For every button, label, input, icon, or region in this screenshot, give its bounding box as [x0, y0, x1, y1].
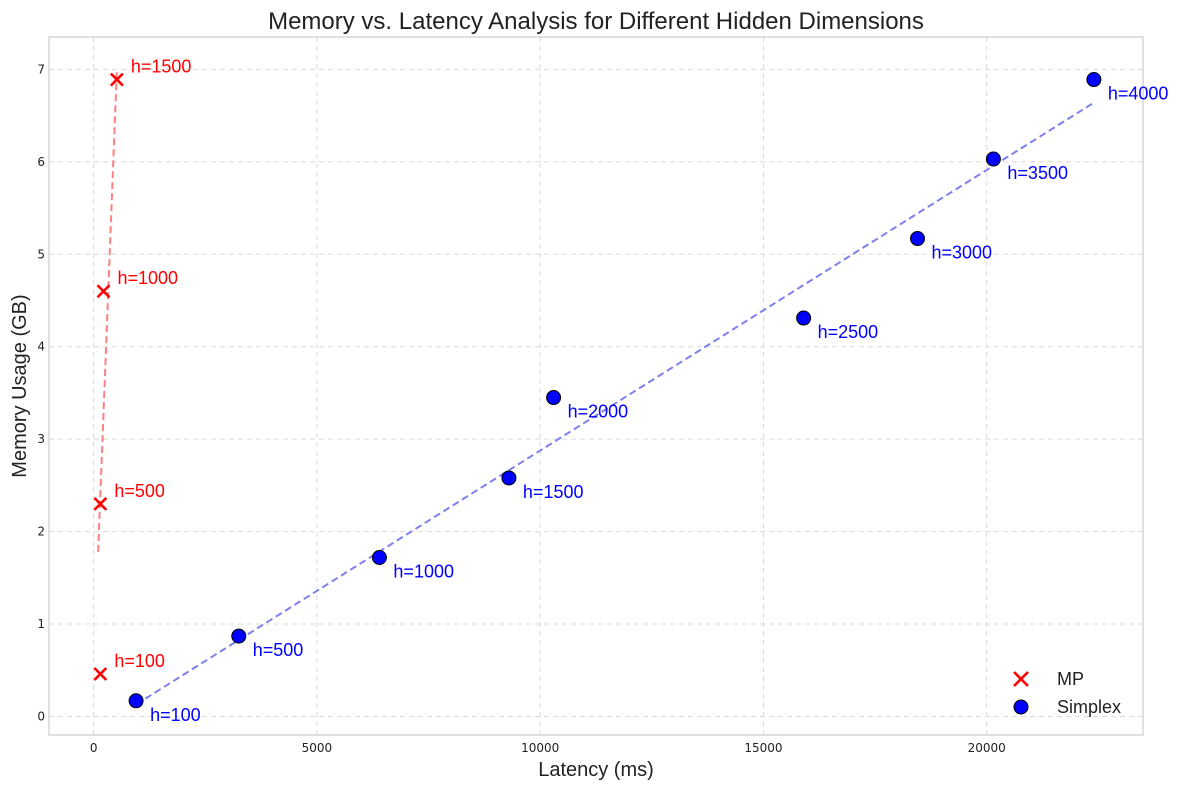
mp-point-label: h=1500 — [131, 57, 192, 77]
y-tick-label: 2 — [37, 525, 45, 539]
legend-simplex-label: Simplex — [1057, 697, 1121, 717]
simplex-point-label: h=100 — [150, 705, 201, 725]
x-tick-label: 15000 — [744, 741, 782, 755]
plot-frame — [48, 36, 1144, 736]
legend-item-simplex: Simplex — [1013, 697, 1121, 717]
simplex-point-label: h=1000 — [393, 561, 454, 581]
simplex-point — [371, 549, 387, 565]
ticks-layer: 0 5000 10000 15000 20000 0 1 2 3 4 5 6 7 — [37, 62, 1005, 755]
mp-point-label: h=100 — [114, 651, 165, 671]
simplex-point-label: h=2500 — [818, 322, 879, 342]
simplex-point — [546, 390, 562, 406]
simplex-point-label: h=3500 — [1007, 163, 1068, 183]
chart-title: Memory vs. Latency Analysis for Differen… — [268, 8, 924, 35]
x-tick-label: 20000 — [968, 741, 1006, 755]
x-tick-label: 5000 — [302, 741, 333, 755]
y-tick-label: 1 — [37, 617, 45, 631]
mp-point-label: h=500 — [114, 481, 165, 501]
x-tick-label: 10000 — [521, 741, 559, 755]
labels-layer: h=100 h=500 h=1000 h=1500 h=100 h=500 h=1000 h=… — [114, 57, 1168, 725]
mp-trend-line — [97, 69, 118, 552]
simplex-point-label: h=2000 — [568, 402, 629, 422]
legend: MP Simplex — [1013, 669, 1121, 717]
legend-mp-marker — [1013, 671, 1029, 687]
y-axis-label: Memory Usage (GB) — [9, 294, 31, 477]
y-tick-label: 5 — [37, 247, 45, 261]
grid-layer — [49, 37, 1143, 735]
simplex-point — [985, 151, 1001, 167]
simplex-trend-line — [135, 101, 1095, 706]
simplex-point-label: h=500 — [253, 640, 304, 660]
legend-simplex-marker — [1013, 699, 1029, 715]
y-tick-label: 0 — [37, 710, 45, 724]
mp-point — [93, 667, 108, 681]
mp-point — [96, 284, 111, 299]
legend-mp-label: MP — [1057, 669, 1084, 689]
y-tick-label: 7 — [37, 62, 45, 76]
legend-item-mp: MP — [1013, 669, 1084, 689]
x-tick-label: 0 — [90, 741, 98, 755]
simplex-point — [796, 310, 812, 326]
mp-point — [109, 72, 124, 87]
points-layer — [93, 72, 1102, 709]
x-axis-label: Latency (ms) — [538, 759, 654, 781]
simplex-point — [231, 628, 247, 644]
simplex-point — [501, 470, 517, 486]
mp-point-label: h=1000 — [117, 268, 178, 288]
y-tick-label: 6 — [37, 155, 45, 169]
y-tick-label: 3 — [37, 432, 45, 446]
simplex-point — [910, 231, 926, 247]
mp-point — [93, 496, 108, 511]
simplex-point-label: h=3000 — [932, 243, 993, 263]
simplex-point — [128, 693, 144, 709]
simplex-point — [1086, 72, 1102, 88]
trend-layer — [97, 69, 1095, 706]
y-tick-label: 4 — [37, 340, 45, 354]
simplex-point-label: h=1500 — [523, 482, 584, 502]
simplex-point-label: h=4000 — [1108, 84, 1169, 104]
